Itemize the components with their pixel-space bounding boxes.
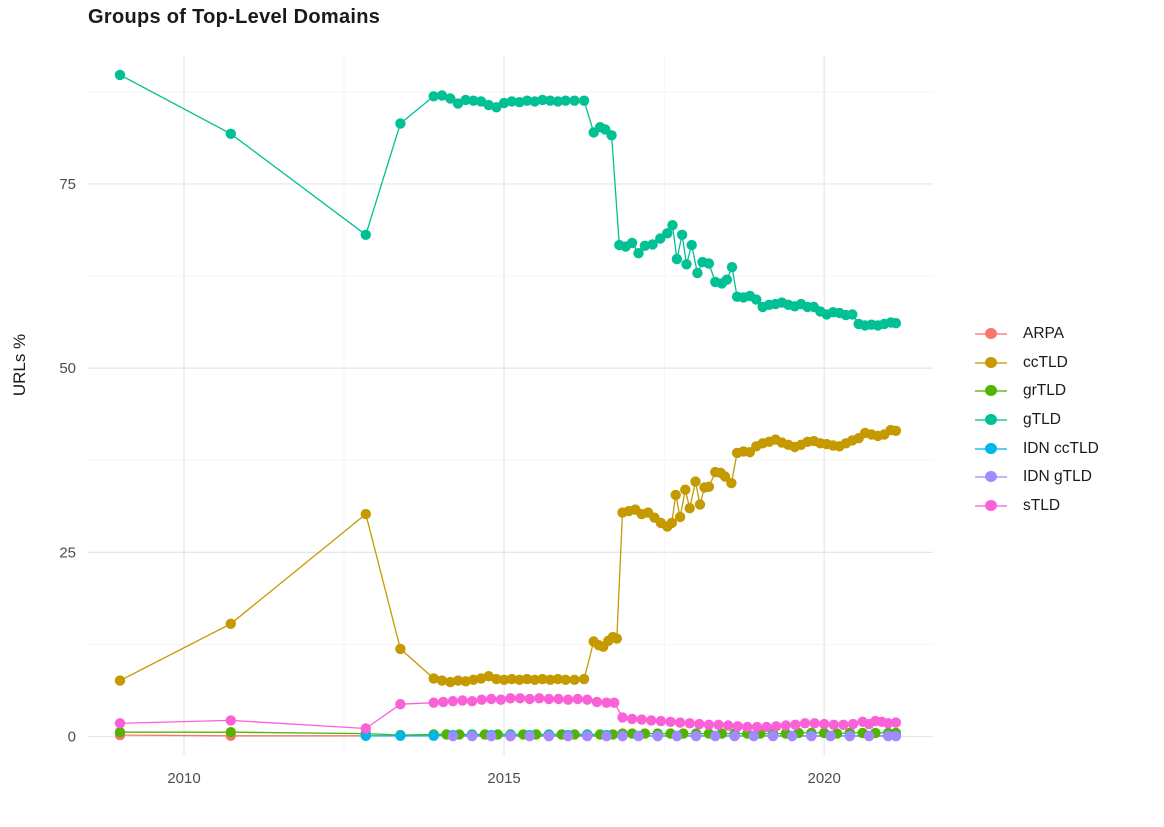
legend-label: ccTLD <box>1023 353 1068 371</box>
series-gtld-points <box>114 69 902 331</box>
legend-key-stld-icon <box>975 492 1007 520</box>
legend-key-arpa-icon <box>975 320 1007 348</box>
legend-item-arpa: ARPA <box>975 320 1099 349</box>
legend-label: ARPA <box>1023 325 1065 343</box>
legend-item-gtld: gTLD <box>975 406 1099 435</box>
legend-item-grtld: grTLD <box>975 377 1099 406</box>
svg-text:25: 25 <box>59 544 76 561</box>
legend-label: gTLD <box>1023 411 1061 429</box>
series-cctld-points <box>114 424 902 688</box>
series-arpa-line <box>119 734 366 737</box>
series-points <box>114 69 902 742</box>
legend-key-idn-cctld-icon <box>975 435 1007 463</box>
svg-text:2010: 2010 <box>167 770 200 787</box>
svg-text:50: 50 <box>59 360 76 377</box>
svg-text:75: 75 <box>59 176 76 193</box>
x-axis-tick-labels: 2010 2015 2020 <box>167 770 841 787</box>
gridlines-major <box>88 55 933 755</box>
series-idn-gtld-points <box>447 731 902 742</box>
legend-key-cctld-icon <box>975 349 1007 377</box>
legend-item-idn-cctld: IDN ccTLD <box>975 434 1099 463</box>
y-axis-tick-labels: 0 25 50 75 <box>59 176 76 746</box>
series-lines <box>119 74 896 737</box>
legend-key-idn-gtld-icon <box>975 463 1007 491</box>
chart-title: Groups of Top-Level Domains <box>88 6 381 28</box>
legend: ARPA ccTLD grTLD gTLD IDN ccTLD IDN gTLD sTLD <box>975 320 1099 520</box>
series-stld-points <box>114 693 902 734</box>
svg-text:0: 0 <box>68 729 76 746</box>
legend-item-cctld: ccTLD <box>975 349 1099 378</box>
legend-label: IDN gTLD <box>1023 468 1092 486</box>
gridlines-minor <box>88 55 933 755</box>
series-gtld-line <box>119 74 896 327</box>
svg-text:2020: 2020 <box>807 770 840 787</box>
legend-item-idn-gtld: IDN gTLD <box>975 463 1099 492</box>
legend-label: sTLD <box>1023 496 1061 514</box>
legend-label: IDN ccTLD <box>1023 439 1099 457</box>
svg-text:2015: 2015 <box>487 770 520 787</box>
legend-label: grTLD <box>1023 382 1067 400</box>
legend-key-grtld-icon <box>975 377 1007 405</box>
legend-key-gtld-icon <box>975 406 1007 434</box>
legend-item-stld: sTLD <box>975 492 1099 521</box>
